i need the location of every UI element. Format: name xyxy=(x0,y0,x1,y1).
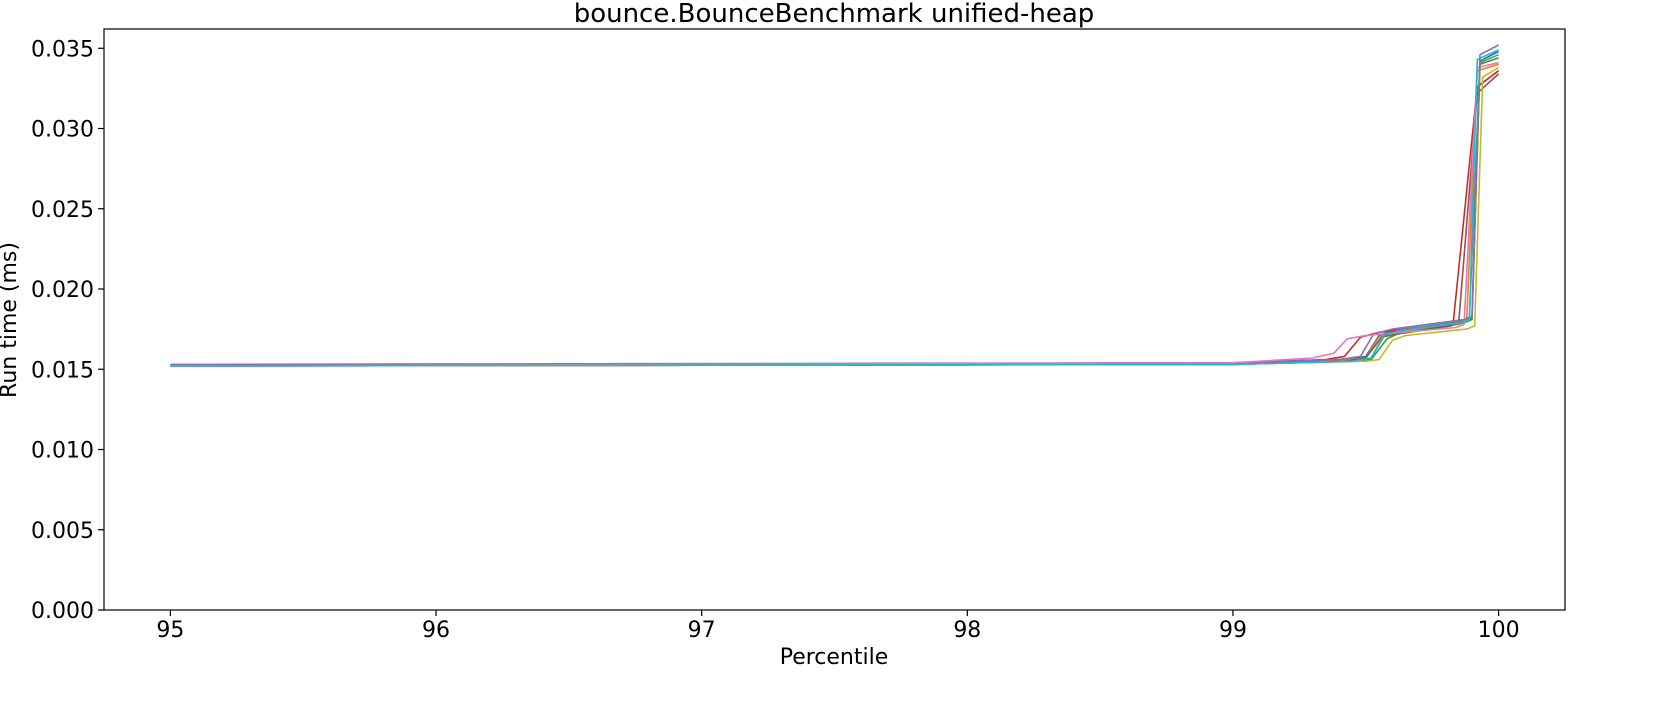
plot-lines xyxy=(170,44,1500,367)
x-tick-label: 95 xyxy=(156,618,184,643)
y-axis-label: Run time (ms) xyxy=(0,242,22,398)
y-tick-label: 0.005 xyxy=(31,519,94,544)
series-line-6 xyxy=(170,73,1500,367)
series-line-10 xyxy=(170,49,1499,367)
series-line-7 xyxy=(170,61,1499,367)
x-tick-label: 97 xyxy=(688,618,716,643)
y-tick-label: 0.030 xyxy=(31,118,94,143)
series-line-5 xyxy=(170,44,1499,366)
y-tick-label: 0.020 xyxy=(31,278,94,303)
x-tick-label: 100 xyxy=(1478,618,1520,643)
series-line-3 xyxy=(170,57,1499,367)
chart-title: bounce.BounceBenchmark unified-heap xyxy=(574,0,1095,29)
x-axis-label: Percentile xyxy=(780,645,889,670)
series-line-8 xyxy=(170,53,1499,367)
y-tick-label: 0.010 xyxy=(31,439,94,464)
y-tick-label: 0.035 xyxy=(31,37,94,62)
x-tick-label: 98 xyxy=(953,618,981,643)
series-line-1 xyxy=(170,50,1499,367)
x-axis-ticks: 95 96 97 98 99 100 xyxy=(156,610,1520,643)
y-tick-label: 0.000 xyxy=(31,599,94,624)
y-tick-label: 0.025 xyxy=(31,198,94,223)
y-tick-label: 0.015 xyxy=(31,358,94,383)
series-line-4 xyxy=(170,70,1500,367)
series-line-2 xyxy=(170,63,1499,367)
series-line-9 xyxy=(170,66,1500,367)
x-tick-label: 96 xyxy=(422,618,450,643)
plot-frame xyxy=(103,28,1566,611)
x-tick-label: 99 xyxy=(1219,618,1247,643)
y-axis-ticks: 0.000 0.005 0.010 0.015 0.020 0.025 0.030 0.035 xyxy=(31,37,104,624)
